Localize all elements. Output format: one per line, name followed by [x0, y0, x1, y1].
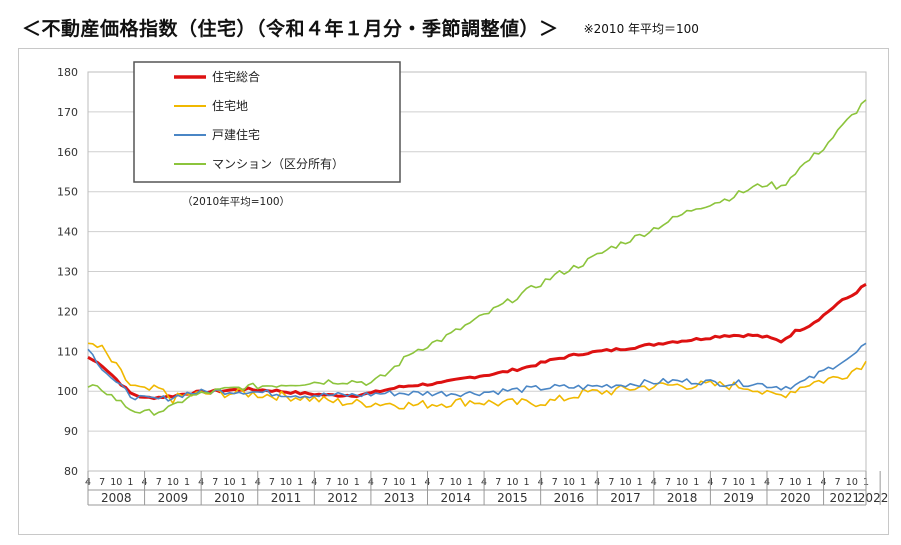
x-month-tick-label: 1: [637, 477, 643, 488]
x-month-tick-label: 7: [495, 477, 501, 488]
x-year-tick-label: 2015: [497, 491, 528, 505]
x-year-tick-label: 2009: [158, 491, 189, 505]
y-tick-label: 140: [57, 226, 78, 239]
x-year-tick-label: 2017: [610, 491, 641, 505]
x-year-tick-label: 2018: [667, 491, 698, 505]
x-month-tick-label: 10: [846, 477, 858, 488]
x-month-tick-label: 7: [269, 477, 275, 488]
grid-layer: [87, 71, 867, 472]
x-month-tick-label: 7: [608, 477, 614, 488]
x-month-tick-label: 7: [552, 477, 558, 488]
y-tick-label: 130: [57, 266, 78, 279]
x-year-tick-label: 2008: [101, 491, 132, 505]
title-row: ＜不動産価格指数（住宅）（令和４年１月分・季節調整値）＞ ※2010 年平均＝1…: [22, 14, 699, 41]
x-month-tick-label: 1: [127, 477, 133, 488]
x-year-tick-label: 2012: [327, 491, 358, 505]
plot-border: [87, 71, 867, 472]
y-tick-label: 180: [57, 66, 78, 79]
series-line-3: [87, 342, 867, 402]
x-month-tick-label: 10: [619, 477, 631, 488]
x-month-tick-label: 10: [393, 477, 405, 488]
x-year-tick-label: 2014: [441, 491, 472, 505]
x-year-tick-label: 2011: [271, 491, 302, 505]
x-month-tick-label: 1: [184, 477, 190, 488]
y-tick-label: 160: [57, 146, 78, 159]
page-title: ＜不動産価格指数（住宅）（令和４年１月分・季節調整値）＞: [22, 18, 559, 40]
y-tick-label: 120: [57, 305, 78, 318]
legend-label: マンション（区分所有）: [212, 157, 344, 171]
x-month-tick-label: 1: [297, 477, 303, 488]
y-tick-label: 80: [64, 465, 78, 478]
axis-layer: 8090100110120130140150160170180471012008…: [57, 66, 889, 506]
x-month-tick-label: 10: [789, 477, 801, 488]
x-month-tick-label: 7: [325, 477, 331, 488]
legend-label: 住宅地: [212, 98, 248, 113]
x-month-tick-label: 7: [722, 477, 728, 488]
x-month-tick-label: 1: [354, 477, 360, 488]
x-month-tick-label: 7: [156, 477, 162, 488]
x-month-tick-label: 7: [835, 477, 841, 488]
legend-box: [133, 61, 401, 183]
y-tick-label: 170: [57, 106, 78, 119]
y-tick-label: 90: [64, 425, 78, 438]
x-month-tick-label: 1: [523, 477, 529, 488]
series-line-4: [87, 99, 867, 416]
x-month-tick-label: 7: [665, 477, 671, 488]
inner-base-note: （2010年平均=100）: [182, 195, 290, 208]
series-line-1: [87, 282, 867, 401]
x-month-tick-label: 1: [467, 477, 473, 488]
x-year-tick-label: 2010: [214, 491, 245, 505]
x-month-tick-label: 10: [563, 477, 575, 488]
x-year-tick-label: 2021: [830, 491, 861, 505]
x-month-tick-label: 7: [778, 477, 784, 488]
x-month-tick-label: 1: [693, 477, 699, 488]
y-tick-label: 150: [57, 186, 78, 199]
x-month-tick-label: 10: [337, 477, 349, 488]
x-month-tick-label: 7: [99, 477, 105, 488]
x-month-tick-label: 10: [506, 477, 518, 488]
x-month-tick-label: 1: [806, 477, 812, 488]
x-month-tick-label: 7: [382, 477, 388, 488]
x-month-tick-label: 1: [580, 477, 586, 488]
x-month-tick-label: 10: [167, 477, 179, 488]
x-month-tick-label: 10: [676, 477, 688, 488]
x-year-tick-label: 2020: [780, 491, 811, 505]
x-month-tick-label: 1: [241, 477, 247, 488]
legend-label: 戸建住宅: [212, 127, 260, 142]
series-layer: [87, 99, 867, 416]
x-month-tick-label: 7: [212, 477, 218, 488]
x-month-tick-label: 10: [110, 477, 122, 488]
x-month-tick-label: 10: [223, 477, 235, 488]
legend-label: 住宅総合: [212, 69, 260, 84]
x-year-tick-label: 2019: [723, 491, 754, 505]
x-year-tick-label: 2013: [384, 491, 415, 505]
x-year-tick-label: 2016: [554, 491, 585, 505]
base-note: ※2010 年平均＝100: [583, 22, 699, 36]
x-month-tick-label: 10: [733, 477, 745, 488]
x-year-tick-label: 2022: [858, 491, 889, 505]
y-tick-label: 100: [57, 385, 78, 398]
x-month-tick-label: 1: [750, 477, 756, 488]
y-tick-label: 110: [57, 345, 78, 358]
x-month-tick-label: 1: [410, 477, 416, 488]
x-month-tick-label: 10: [280, 477, 292, 488]
x-month-tick-label: 10: [450, 477, 462, 488]
x-month-tick-label: 7: [439, 477, 445, 488]
